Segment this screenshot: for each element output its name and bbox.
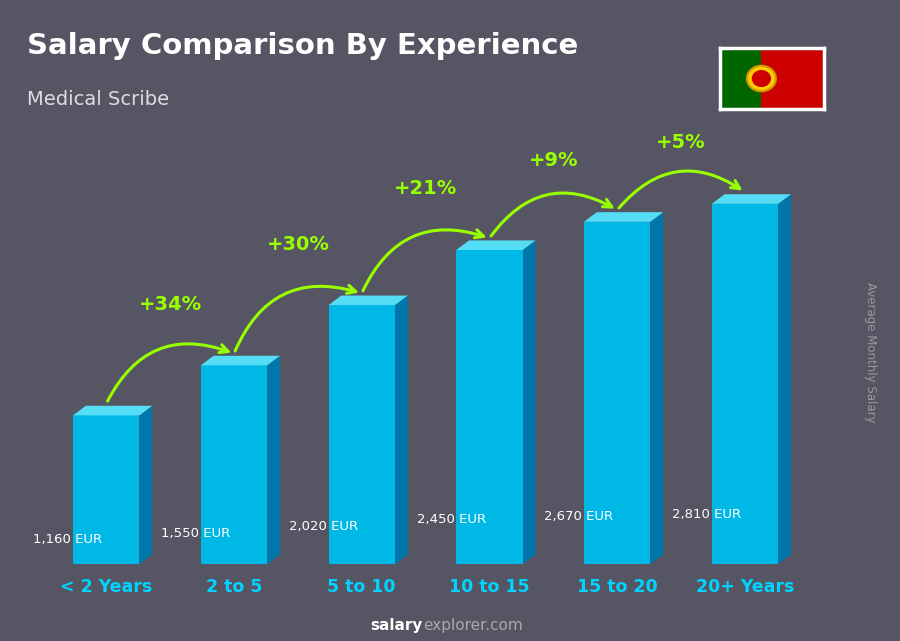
Bar <box>720 48 761 109</box>
Polygon shape <box>328 296 408 305</box>
Polygon shape <box>395 296 408 564</box>
Text: 2,670 EUR: 2,670 EUR <box>544 510 614 523</box>
Text: 2,450 EUR: 2,450 EUR <box>417 513 486 526</box>
Text: +5%: +5% <box>656 133 706 153</box>
Polygon shape <box>584 212 663 222</box>
Bar <box>328 305 395 564</box>
Polygon shape <box>523 240 536 564</box>
Polygon shape <box>201 356 280 365</box>
Text: 1,160 EUR: 1,160 EUR <box>33 533 103 546</box>
Text: Salary Comparison By Experience: Salary Comparison By Experience <box>27 32 578 60</box>
Text: 1,550 EUR: 1,550 EUR <box>161 528 230 540</box>
Bar <box>584 222 651 564</box>
Text: Medical Scribe: Medical Scribe <box>27 90 169 109</box>
Bar <box>761 48 824 109</box>
Text: 2,020 EUR: 2,020 EUR <box>289 520 358 533</box>
Text: 2,810 EUR: 2,810 EUR <box>672 508 742 521</box>
Bar <box>456 250 523 564</box>
Polygon shape <box>778 194 791 564</box>
Text: salary: salary <box>371 619 423 633</box>
Circle shape <box>752 70 771 87</box>
Text: Average Monthly Salary: Average Monthly Salary <box>865 282 878 423</box>
Text: +30%: +30% <box>266 235 329 254</box>
Text: +21%: +21% <box>394 179 457 199</box>
Polygon shape <box>140 406 152 564</box>
Text: +9%: +9% <box>528 151 578 171</box>
Polygon shape <box>267 356 280 564</box>
Polygon shape <box>712 194 791 204</box>
Bar <box>712 204 778 564</box>
Bar <box>73 415 140 564</box>
Polygon shape <box>651 212 663 564</box>
Polygon shape <box>73 406 152 415</box>
Bar <box>201 365 267 564</box>
Circle shape <box>747 66 776 91</box>
Text: explorer.com: explorer.com <box>423 619 523 633</box>
Text: +34%: +34% <box>139 295 202 314</box>
Polygon shape <box>456 240 536 250</box>
